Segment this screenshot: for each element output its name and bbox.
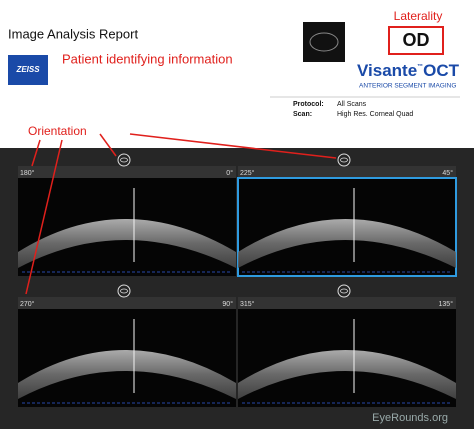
scan-end: 45°	[442, 169, 453, 177]
scan-label-bar	[18, 166, 236, 178]
arrow	[99, 133, 117, 157]
orientation-icon	[337, 284, 351, 298]
logo: ZEISS	[15, 65, 40, 74]
brand: Visante™OCT	[357, 61, 460, 80]
laterality-box	[388, 26, 444, 55]
orientation-eye	[340, 157, 348, 163]
orientation-eye	[340, 288, 348, 294]
protocol-key: Scan:	[293, 111, 312, 118]
brand-tagline: ANTERIOR SEGMENT IMAGING	[359, 83, 456, 90]
cornea	[18, 219, 236, 268]
arrow	[31, 139, 41, 167]
logo-box	[8, 55, 48, 85]
annotation: Orientation	[28, 124, 87, 138]
orientation-eye	[120, 288, 128, 294]
laterality-label: Laterality	[394, 9, 443, 23]
scan-start: 270°	[20, 300, 35, 308]
orientation-eye	[120, 157, 128, 163]
scan-start: 180°	[20, 169, 35, 177]
scan-label-bar	[238, 297, 456, 309]
cornea	[238, 350, 456, 399]
patient-info: Patient identifying information	[62, 51, 233, 66]
scan-label-bar	[18, 297, 236, 309]
cornea	[18, 350, 236, 399]
scan-end: 135°	[439, 300, 454, 308]
thumbnail	[303, 22, 345, 62]
protocol-value: High Res. Corneal Quad	[337, 111, 413, 118]
scan-label-bar	[238, 166, 456, 178]
watermark: EyeRounds.org	[372, 412, 448, 424]
scan-start: 225°	[240, 169, 255, 177]
scan-start: 315°	[240, 300, 255, 308]
thumbnail-eye	[309, 32, 339, 52]
laterality: OD	[403, 30, 430, 50]
orientation-icon	[117, 284, 131, 298]
orientation-icon	[117, 153, 131, 167]
scan-end: 0°	[226, 169, 233, 177]
arrow	[25, 139, 63, 295]
cornea	[238, 219, 456, 268]
arrow	[129, 133, 337, 159]
protocol-value: All Scans	[337, 101, 367, 108]
scan-end: 90°	[222, 300, 233, 308]
protocol-key: Protocol:	[293, 101, 324, 108]
orientation-icon	[337, 153, 351, 167]
title: Image Analysis Report	[8, 26, 138, 41]
